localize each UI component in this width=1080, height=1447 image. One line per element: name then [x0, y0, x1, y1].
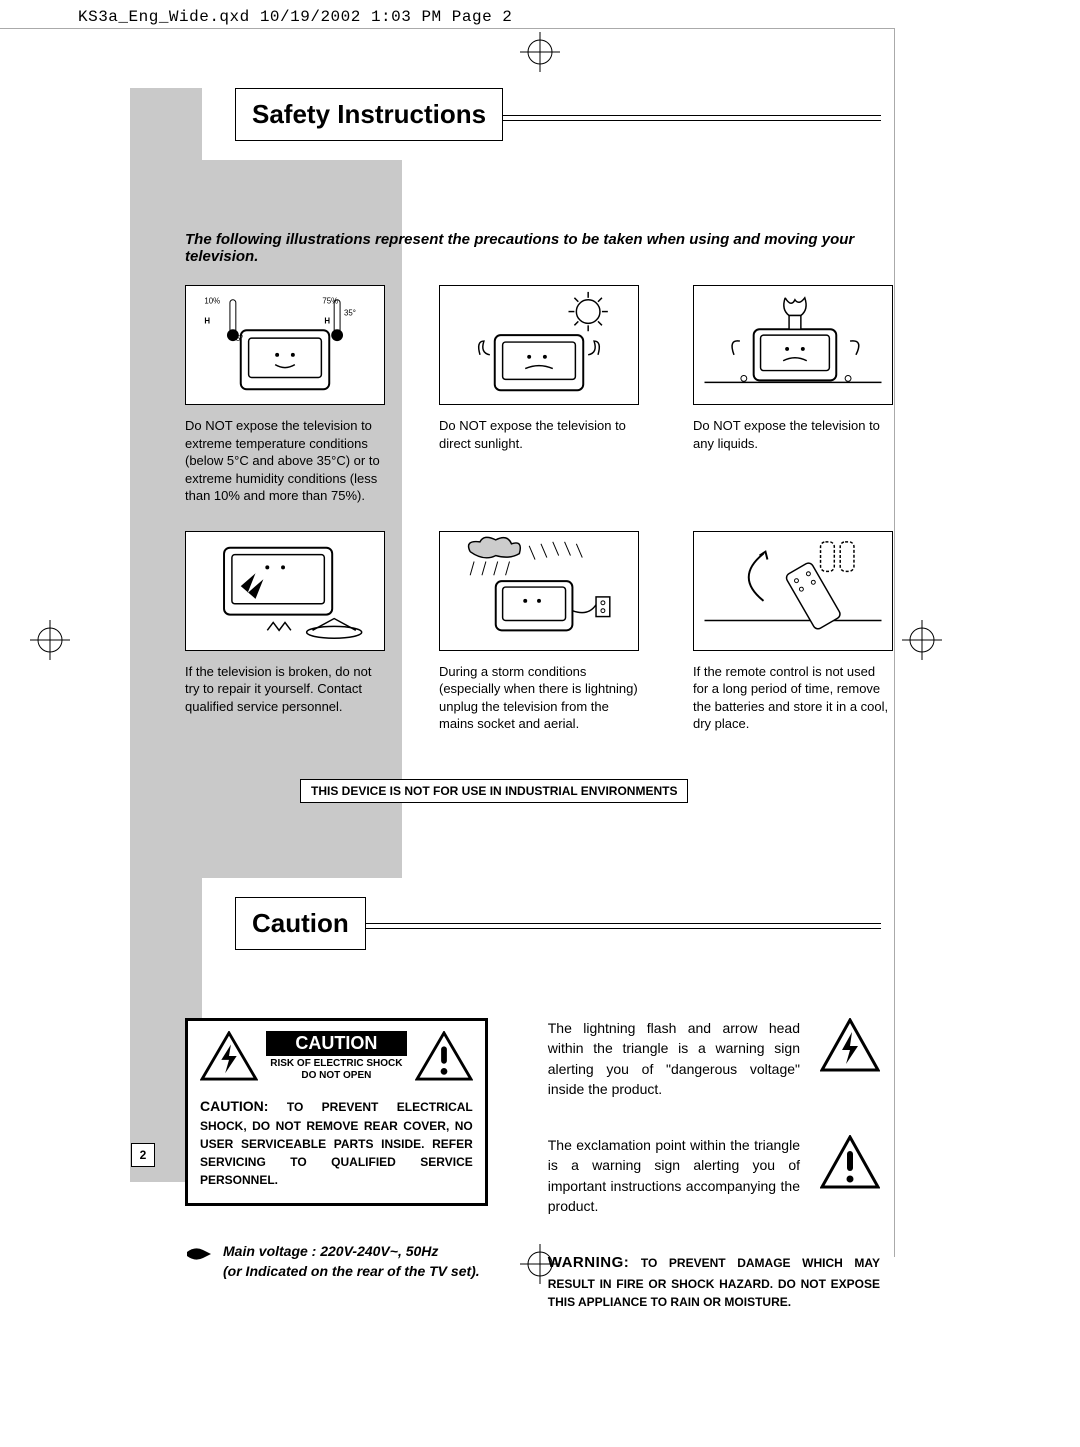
- illustration-row-1: 10% 75% H H 35° 5° Do NOT expose the telev…: [185, 285, 880, 505]
- voltage-note: Main voltage : 220V-240V~, 50Hz (or Indi…: [185, 1242, 488, 1281]
- caution-lead: CAUTION:: [200, 1098, 268, 1114]
- caution-label: CAUTION RISK OF ELECTRIC SHOCK DO NOT OP…: [266, 1031, 407, 1082]
- section-heading-safety: Safety Instructions: [235, 88, 880, 141]
- safety-cell: If the remote control is not used for a …: [693, 531, 893, 733]
- svg-text:75%: 75%: [322, 297, 338, 306]
- warn-text: The exclamation point within the triangl…: [548, 1135, 800, 1216]
- warn-lead: WARNING:: [548, 1254, 630, 1271]
- section-title-text: Caution: [235, 897, 366, 950]
- caption: If the remote control is not used for a …: [693, 663, 893, 733]
- caution-section: Caution CAUTION RISK OF ELECTRIC SHOCK D…: [130, 897, 880, 1311]
- illustration-temperature: 10% 75% H H 35° 5°: [185, 285, 385, 405]
- safety-cell: Do NOT expose the television to direct s…: [439, 285, 639, 505]
- warn-text: The lightning flash and arrow head withi…: [548, 1018, 800, 1099]
- section-heading-caution: Caution: [235, 897, 880, 950]
- caution-body: CAUTION: TO PREVENT ELECTRICAL SHOCK, DO…: [200, 1096, 473, 1189]
- caption: If the television is broken, do not try …: [185, 663, 385, 716]
- svg-text:H: H: [204, 316, 210, 325]
- caution-sub1: RISK OF ELECTRIC SHOCK: [266, 1058, 407, 1070]
- svg-text:H: H: [324, 316, 330, 325]
- voltage-line2: (or Indicated on the rear of the TV set)…: [223, 1262, 480, 1282]
- voltage-line1: Main voltage : 220V-240V~, 50Hz: [223, 1242, 480, 1262]
- exclamation-triangle-icon: [820, 1135, 880, 1189]
- caution-row: CAUTION RISK OF ELECTRIC SHOCK DO NOT OP…: [185, 1018, 880, 1311]
- print-header: KS3a_Eng_Wide.qxd 10/19/2002 1:03 PM Pag…: [78, 8, 512, 26]
- caption: Do NOT expose the television to any liqu…: [693, 417, 893, 452]
- caution-sub2: DO NOT OPEN: [266, 1070, 407, 1082]
- caption: Do NOT expose the television to direct s…: [439, 417, 639, 452]
- safety-cell: Do NOT expose the television to any liqu…: [693, 285, 893, 505]
- caution-left-col: CAUTION RISK OF ELECTRIC SHOCK DO NOT OP…: [185, 1018, 488, 1311]
- intro-text: The following illustrations represent th…: [185, 231, 880, 265]
- illustration-liquids: [693, 285, 893, 405]
- pointer-icon: [185, 1244, 213, 1264]
- trim-line-right: [894, 28, 895, 1257]
- svg-text:10%: 10%: [204, 297, 220, 306]
- warning-paragraph: WARNING: TO PREVENT DAMAGE WHICH MAY RES…: [548, 1252, 880, 1311]
- illustration-row-2: If the television is broken, do not try …: [185, 531, 880, 733]
- safety-cell: During a storm conditions (especially wh…: [439, 531, 639, 733]
- registration-mark-top: [520, 32, 560, 77]
- caption: Do NOT expose the television to extreme …: [185, 417, 385, 505]
- trim-line-top: [0, 28, 895, 29]
- exclamation-triangle-icon: [415, 1031, 473, 1081]
- safety-cell: If the television is broken, do not try …: [185, 531, 385, 733]
- page-number: 2: [131, 1143, 155, 1167]
- warning-item-lightning: The lightning flash and arrow head withi…: [548, 1018, 880, 1099]
- voltage-text: Main voltage : 220V-240V~, 50Hz (or Indi…: [223, 1242, 480, 1281]
- page-content: Safety Instructions The following illust…: [130, 88, 880, 1311]
- illustration-remote: [693, 531, 893, 651]
- registration-mark-right: [902, 620, 942, 665]
- warning-item-exclaim: The exclamation point within the triangl…: [548, 1135, 880, 1216]
- caution-box: CAUTION RISK OF ELECTRIC SHOCK DO NOT OP…: [185, 1018, 488, 1206]
- illustration-storm: [439, 531, 639, 651]
- caution-right-col: The lightning flash and arrow head withi…: [548, 1018, 880, 1311]
- industrial-notice: THIS DEVICE IS NOT FOR USE IN INDUSTRIAL…: [300, 779, 688, 803]
- section-title-text: Safety Instructions: [235, 88, 503, 141]
- caption: During a storm conditions (especially wh…: [439, 663, 639, 733]
- caution-word: CAUTION: [266, 1031, 407, 1056]
- illustration-broken: [185, 531, 385, 651]
- lightning-triangle-icon: [820, 1018, 880, 1072]
- svg-text:5°: 5°: [236, 334, 244, 343]
- safety-cell: 10% 75% H H 35° 5° Do NOT expose the telev…: [185, 285, 385, 505]
- svg-text:35°: 35°: [344, 309, 356, 318]
- lightning-triangle-icon: [200, 1031, 258, 1081]
- illustration-sunlight: [439, 285, 639, 405]
- registration-mark-left: [30, 620, 70, 665]
